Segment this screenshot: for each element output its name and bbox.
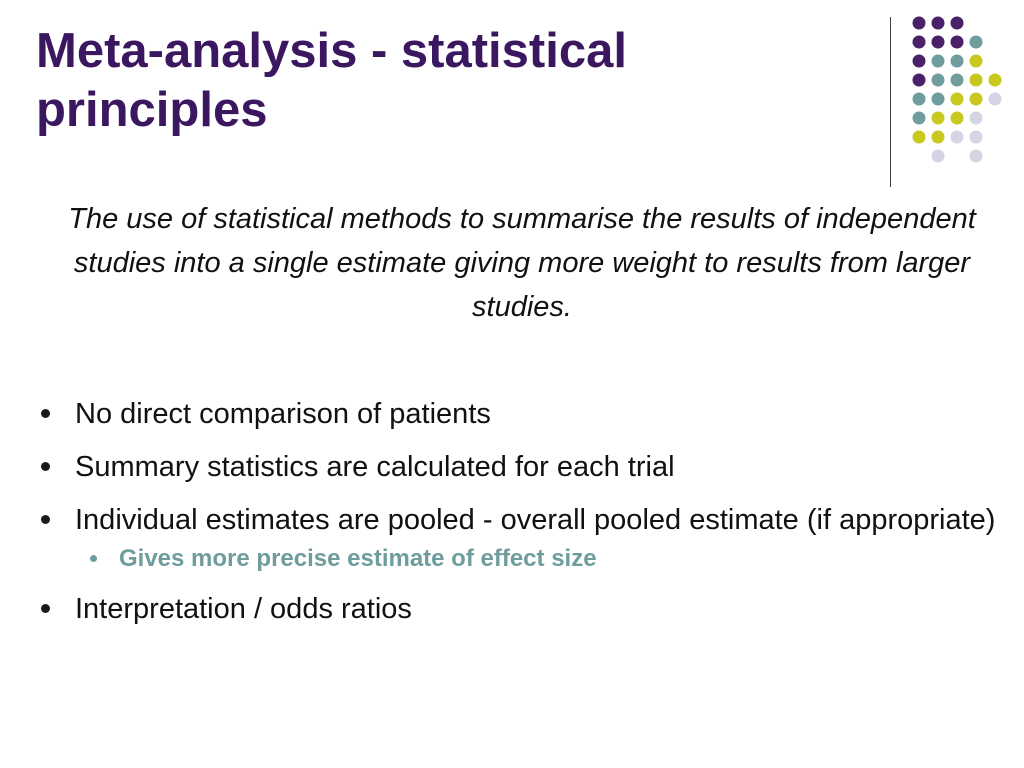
decorative-dot <box>950 16 964 30</box>
bullet-text: No direct comparison of patients <box>75 398 491 430</box>
title-divider-line <box>890 17 891 187</box>
bullet-dot-icon <box>41 409 50 418</box>
decorative-dot <box>988 73 1002 87</box>
decorative-dot <box>969 73 983 87</box>
decorative-dot <box>969 54 983 68</box>
bullet-text: Summary statistics are calculated for ea… <box>75 451 675 483</box>
decorative-dot <box>931 149 945 163</box>
decorative-dot <box>950 35 964 49</box>
decorative-dot <box>950 130 964 144</box>
bullet-text: Individual estimates are pooled - overal… <box>75 504 996 536</box>
bullet-list: No direct comparison of patients Summary… <box>36 392 1011 640</box>
decorative-dot <box>912 54 926 68</box>
decorative-dot <box>969 111 983 125</box>
definition-text: The use of statistical methods to summar… <box>68 203 976 323</box>
decorative-dot <box>912 35 926 49</box>
decorative-dot <box>988 92 1002 106</box>
decorative-dot <box>912 92 926 106</box>
bullet-dot-icon <box>41 604 50 613</box>
sub-bullet-text: Gives more precise estimate of effect si… <box>119 545 597 572</box>
decorative-dot <box>912 73 926 87</box>
decorative-dot <box>931 92 945 106</box>
bullet-item-1: No direct comparison of patients <box>36 392 1011 436</box>
decorative-dot <box>969 92 983 106</box>
decorative-dot <box>969 35 983 49</box>
bullet-item-2: Summary statistics are calculated for ea… <box>36 445 1011 489</box>
decorative-dot <box>931 54 945 68</box>
bullet-dot-icon <box>41 515 50 524</box>
decorative-dot <box>931 35 945 49</box>
decorative-dot <box>931 16 945 30</box>
decorative-dot <box>912 130 926 144</box>
decorative-dot <box>931 73 945 87</box>
decorative-dot <box>912 111 926 125</box>
decorative-dot <box>912 16 926 30</box>
decorative-dot <box>950 73 964 87</box>
decorative-dot <box>950 92 964 106</box>
bullet-item-4: Interpretation / odds ratios <box>36 587 1011 631</box>
bullet-dot-icon <box>41 462 50 471</box>
decorative-dot <box>931 130 945 144</box>
decorative-dot <box>950 54 964 68</box>
decorative-dot <box>931 111 945 125</box>
bullet-item-3: Individual estimates are pooled - overal… <box>36 498 1011 542</box>
decorative-dot <box>950 111 964 125</box>
sub-bullet-item: Gives more precise estimate of effect si… <box>80 541 1011 577</box>
bullet-text: Interpretation / odds ratios <box>75 593 412 625</box>
decorative-dot <box>969 130 983 144</box>
slide-title: Meta-analysis - statistical principles <box>36 24 627 137</box>
decorative-dot <box>969 149 983 163</box>
sub-bullet-dot-icon <box>90 555 97 562</box>
